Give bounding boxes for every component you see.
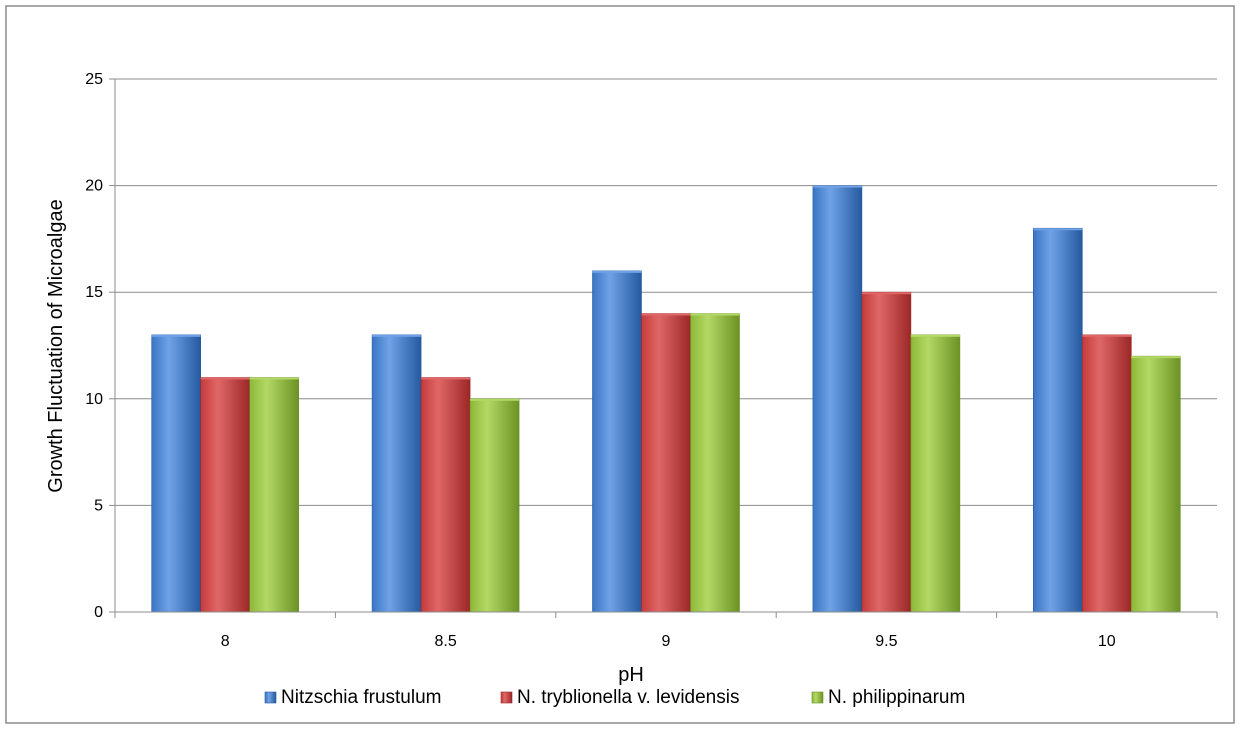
bar-2-9.5	[861, 291, 912, 613]
bar-top-highlight	[861, 292, 911, 295]
bar-top-highlight	[1131, 356, 1181, 359]
y-tick-label: 5	[94, 497, 103, 514]
bar-top-highlight	[1082, 334, 1132, 337]
y-tick-label: 15	[85, 284, 103, 301]
x-tick-label: 8	[221, 633, 230, 650]
bar-top-highlight	[421, 377, 471, 380]
bar-top-highlight	[641, 313, 691, 316]
bar-top-highlight	[151, 334, 201, 337]
bar-2-8	[200, 377, 250, 613]
bar-top-highlight	[910, 334, 960, 337]
bar-3-8.5	[469, 398, 520, 613]
bar-1-10	[1033, 227, 1083, 613]
x-axis-title: pH	[618, 664, 644, 686]
bar-3-9.5	[910, 334, 961, 613]
bar-3-10	[1131, 355, 1181, 613]
legend-swatch-2	[500, 691, 513, 704]
x-tick-label: 10	[1098, 633, 1116, 650]
bar-3-9	[690, 313, 740, 613]
legend-label-1: Nitzschia frustulum	[281, 687, 442, 708]
legend-label-3: N. philippinarum	[828, 687, 965, 708]
bar-top-highlight	[372, 334, 422, 337]
bar-top-highlight	[249, 377, 299, 380]
y-tick-label: 25	[85, 71, 103, 88]
legend-label-2: N. tryblionella v. levidensis	[517, 687, 739, 708]
y-axis-title: Growth Fluctuation of Microalgae	[45, 199, 67, 492]
bar-top-highlight	[1033, 228, 1083, 231]
y-tick-label: 0	[94, 604, 103, 621]
bar-1-8	[151, 334, 201, 613]
bar-2-8.5	[420, 377, 471, 613]
bar-1-8.5	[371, 334, 422, 613]
bar-top-highlight	[470, 398, 520, 401]
legend: Nitzschia frustulum N. tryblionella v. le…	[264, 687, 965, 708]
x-tick-label: 9.5	[875, 633, 897, 650]
y-tick-label: 10	[85, 391, 103, 408]
x-tick-label: 8.5	[434, 633, 456, 650]
bar-2-9	[641, 313, 691, 613]
bar-top-highlight	[592, 270, 642, 273]
y-tick-label: 20	[85, 178, 103, 195]
axes: 0 5 10 15 20 25 8 8.5 9 9.5 10	[85, 71, 1218, 650]
legend-swatch-1	[264, 691, 277, 704]
bar-3-8	[249, 377, 299, 613]
bar-top-highlight	[200, 377, 250, 380]
bar-2-10	[1082, 334, 1132, 613]
bar-top-highlight	[812, 185, 862, 188]
bar-top-highlight	[690, 313, 740, 316]
x-tick-label: 9	[662, 633, 671, 650]
legend-swatch-3	[811, 691, 824, 704]
bars	[151, 185, 1181, 613]
bar-1-9.5	[812, 185, 863, 613]
bar-1-9	[592, 270, 642, 613]
